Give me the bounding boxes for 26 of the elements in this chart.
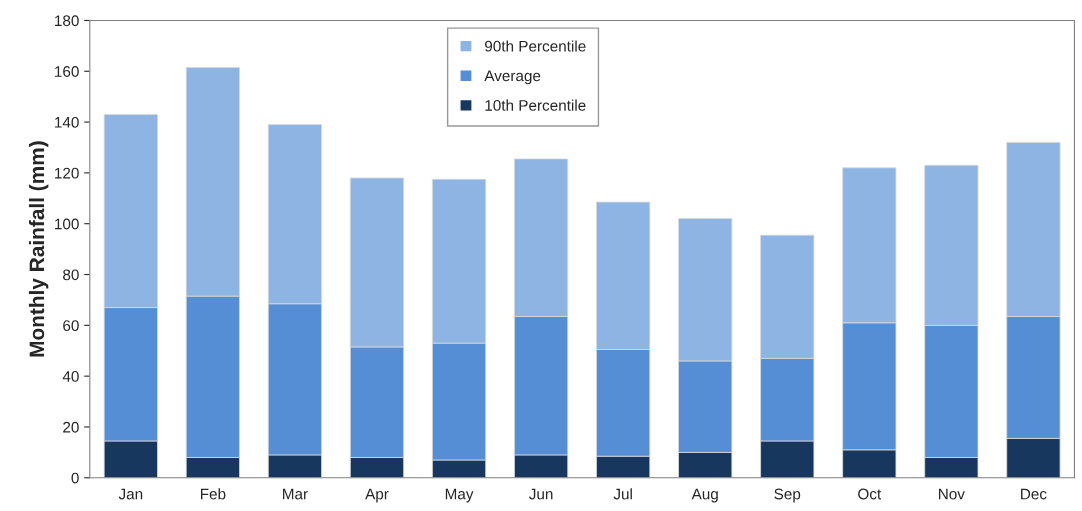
y-tick-label: 20 — [63, 421, 79, 433]
x-tick-label: May — [445, 488, 474, 503]
y-tick-label: 140 — [55, 116, 79, 128]
y-tick-label: 120 — [55, 167, 79, 179]
x-tick-label: Oct — [858, 488, 882, 500]
x-tick-label: Sep — [774, 488, 801, 503]
x-tick-label: Dec — [1021, 488, 1047, 500]
y-tick-label: 40 — [62, 371, 79, 382]
x-tick-label: Apr — [365, 488, 389, 503]
y-tick-label: 80 — [63, 269, 79, 281]
x-tick-label: Jun — [529, 488, 553, 500]
y-tick-label: 180 — [55, 15, 79, 27]
y-tick-label: 0 — [71, 472, 79, 484]
x-tick-label: Feb — [200, 488, 226, 500]
x-tick-label: Jan — [118, 488, 143, 500]
x-tick-label: Nov — [939, 488, 965, 500]
legend-label: 90th Percentile — [485, 40, 586, 52]
y-tick-label: 160 — [55, 66, 79, 77]
y-tick-label: 60 — [63, 320, 79, 332]
y-axis-title: Monthly Rainfall (mm) — [28, 141, 49, 357]
x-tick-label: Aug — [691, 488, 718, 503]
y-tick-label: 100 — [55, 218, 79, 230]
x-tick-label: Jul — [613, 488, 632, 500]
legend-label: 10th Percentile — [485, 99, 586, 111]
legend-label: Average — [484, 70, 541, 85]
x-tick-label: Mar — [283, 488, 308, 500]
